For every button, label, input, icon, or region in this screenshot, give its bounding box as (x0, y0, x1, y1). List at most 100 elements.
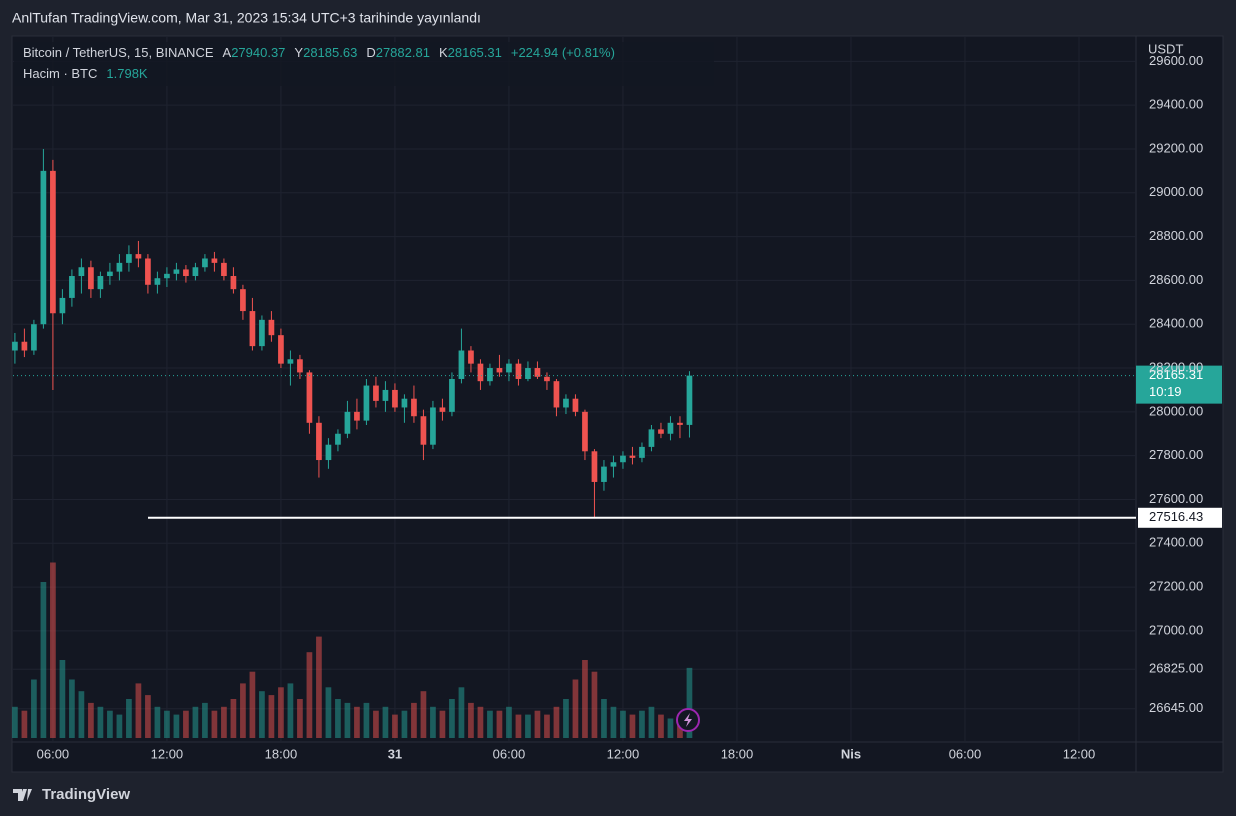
candle-body (572, 398, 579, 412)
volume-bar (116, 714, 123, 738)
x-tick-label: 06:00 (37, 746, 70, 761)
ohlc-value: 28185.63 (303, 45, 357, 60)
candle-body (316, 422, 322, 461)
candle-body (135, 254, 142, 259)
candle-body (620, 455, 626, 463)
ohlc-label: A (223, 45, 232, 60)
candle-body (97, 276, 104, 290)
legend-bg (14, 42, 714, 86)
y-tick-label: 28400.00 (1149, 316, 1203, 331)
candle-body (525, 368, 531, 379)
y-tick-label: 29000.00 (1149, 184, 1203, 199)
volume-bar (582, 660, 588, 738)
x-tick-label: Nis (841, 746, 861, 761)
x-tick-label: 18:00 (721, 746, 754, 761)
candle-body (297, 359, 303, 373)
candle-body (306, 372, 313, 423)
candle-body (458, 350, 465, 379)
volume-bar (249, 671, 256, 738)
volume-bar (78, 691, 85, 738)
candle-body (477, 363, 484, 382)
legend: Bitcoin / TetherUS, 15, BINANCE A27940.37… (23, 45, 615, 81)
volume-bar (382, 706, 389, 738)
candle-body (401, 398, 408, 408)
candle-body (325, 444, 332, 461)
candle-body (411, 398, 417, 417)
volume-bar (344, 702, 351, 738)
volume-bar (401, 710, 408, 738)
volume-bar (316, 636, 322, 738)
volume-bar (639, 710, 645, 738)
candle-body (563, 398, 569, 408)
candle-body (496, 368, 503, 373)
y-tick-label: 29400.00 (1149, 97, 1203, 112)
y-tick-label: 28200.00 (1149, 359, 1203, 374)
volume-bar (325, 687, 332, 738)
y-tick-label: 27000.00 (1149, 622, 1203, 637)
y-tick-label: 27800.00 (1149, 447, 1203, 462)
volume-bar (268, 695, 275, 738)
volume-bar (686, 667, 693, 738)
volume-bar (31, 679, 37, 738)
volume-bar (306, 652, 313, 738)
candle-body (21, 341, 28, 351)
volume-bar (458, 687, 465, 738)
candle-body (240, 289, 246, 312)
candle-body (515, 363, 522, 379)
volume-bar (506, 706, 512, 738)
volume-bar (572, 679, 579, 738)
candle-body (392, 389, 398, 408)
candle-body (78, 267, 85, 277)
candle-body (126, 254, 132, 263)
y-tick-label: 28800.00 (1149, 228, 1203, 243)
candles (12, 148, 693, 518)
volume-bar (439, 710, 446, 738)
x-tick-label: 18:00 (265, 746, 298, 761)
hline-label-box (1138, 507, 1222, 528)
x-tick-label: 06:00 (949, 746, 982, 761)
candle-body (12, 341, 18, 351)
candle-body (50, 170, 56, 314)
x-tick-label: 12:00 (151, 746, 184, 761)
countdown: 10:19 (1149, 384, 1182, 399)
volume-bar (515, 714, 522, 738)
volume-bar (278, 687, 284, 738)
volume-bar (629, 714, 636, 738)
volume-bar (544, 714, 550, 738)
volume-bar (430, 706, 436, 738)
y-tick-label: 29600.00 (1149, 53, 1203, 68)
volume-title: Hacim · BTC (23, 66, 97, 81)
volume-bar (183, 710, 189, 738)
volume-bar (487, 710, 493, 738)
candle-body (88, 267, 94, 290)
lightning (676, 708, 700, 732)
candle-body (610, 462, 617, 467)
header: AnlTufan TradingView.com, Mar 31, 2023 1… (12, 10, 481, 26)
volume-bar (126, 699, 132, 738)
y-tick-label: 26825.00 (1149, 661, 1203, 676)
volume-bar (211, 710, 218, 738)
legend-line: Bitcoin / TetherUS, 15, BINANCE A27940.37… (23, 45, 615, 60)
candle-body (582, 411, 588, 452)
y-tick-label: 26645.00 (1149, 700, 1203, 715)
volume-bar (525, 714, 531, 738)
volume-bar (658, 714, 664, 738)
volume-bar (591, 671, 598, 738)
candle-body (686, 375, 693, 425)
y-tick-label: 27400.00 (1149, 535, 1203, 550)
candle-body (211, 258, 218, 263)
candle-body (154, 278, 161, 285)
candle-body (183, 269, 189, 277)
ohlc-label: Y (294, 45, 303, 60)
candle-body (373, 385, 379, 401)
candle-body (430, 407, 436, 445)
volume-bar (202, 702, 208, 738)
last-price: 28165.31 (1149, 367, 1203, 382)
grid (13, 37, 1136, 742)
candle-body (591, 451, 598, 482)
last-price-box (1136, 365, 1222, 404)
volume-bar (477, 706, 484, 738)
candle-body (59, 297, 66, 314)
volume-bar (468, 702, 474, 738)
